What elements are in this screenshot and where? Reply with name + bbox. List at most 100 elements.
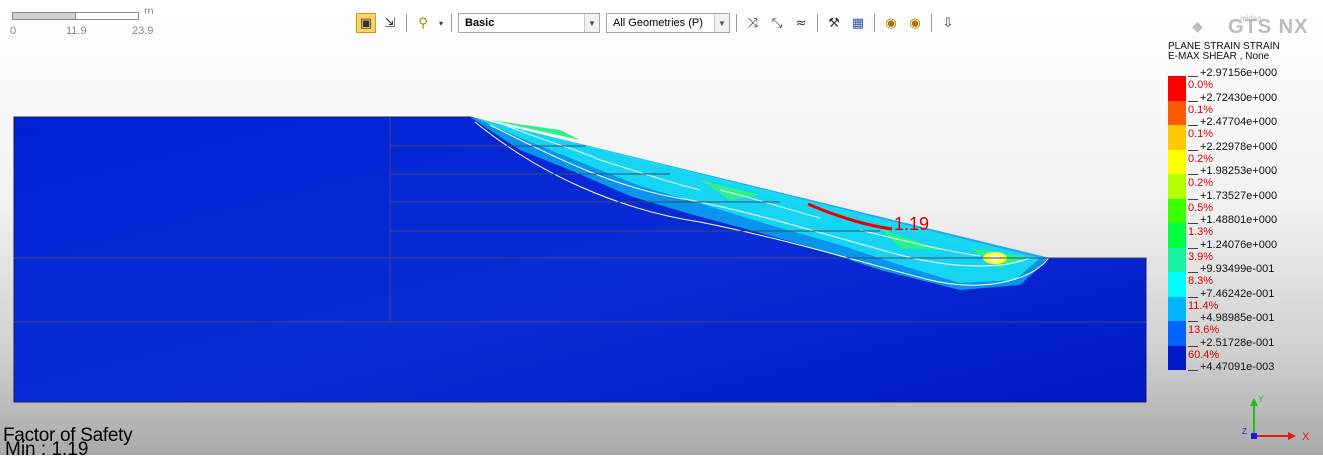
legend-color-bar bbox=[1168, 76, 1186, 370]
zoom-fit-icon[interactable]: ⤡ bbox=[771, 15, 783, 31]
axis-triad: Y X Z bbox=[1242, 394, 1310, 443]
legend-percent: 0.0% bbox=[1188, 79, 1214, 91]
toolbar-separator bbox=[406, 14, 407, 32]
legend-title-line1: PLANE STRAIN STRAIN bbox=[1168, 41, 1280, 52]
style-combo[interactable]: Basic ▼ bbox=[458, 13, 600, 33]
legend-color-swatch bbox=[1168, 223, 1186, 248]
diamond-icon: ◆ bbox=[1192, 18, 1203, 34]
legend-percent: 0.2% bbox=[1188, 152, 1214, 165]
sync-icon[interactable]: ≈ bbox=[795, 15, 807, 31]
logo-midas: midas bbox=[1240, 14, 1262, 23]
axis-y-label: Y bbox=[1258, 394, 1264, 404]
legend-percent: 11.4% bbox=[1188, 299, 1219, 312]
geometry-combo-value: All Geometries (P) bbox=[613, 17, 703, 29]
chevron-down-icon[interactable]: ▼ bbox=[714, 14, 729, 32]
hide-icon[interactable]: ◉ bbox=[885, 15, 897, 31]
style-combo-value: Basic bbox=[465, 17, 495, 29]
legend-title: PLANE STRAIN STRAIN E-MAX SHEAR , None bbox=[1168, 42, 1280, 62]
toolbar-separator bbox=[451, 14, 452, 32]
geometry-display-icon[interactable]: ⚲ bbox=[418, 15, 428, 31]
axis-z-label: Z bbox=[1242, 427, 1247, 436]
layer-lines bbox=[14, 117, 1146, 323]
legend-tick bbox=[1188, 247, 1198, 249]
legend-percent: 8.3% bbox=[1188, 275, 1214, 287]
legend-value: +2.72430e+000 bbox=[1200, 91, 1278, 104]
rotate-view-icon[interactable]: ⤨ bbox=[747, 15, 759, 31]
legend-percent: 0.1% bbox=[1188, 103, 1214, 116]
toolbar-separator bbox=[874, 14, 875, 32]
legend-value: +7.46242e-001 bbox=[1200, 287, 1275, 300]
legend-value: +1.48801e+000 bbox=[1200, 214, 1278, 226]
legend-percent: 0.5% bbox=[1188, 201, 1214, 214]
legend-value: +9.93499e-001 bbox=[1200, 263, 1275, 275]
scale-label-2: 23.9 bbox=[132, 25, 154, 37]
slip-surface-fos-label: 1.19 bbox=[894, 214, 929, 234]
legend-color-swatch bbox=[1168, 125, 1186, 150]
legend-tick bbox=[1188, 125, 1198, 126]
legend-tick bbox=[1188, 100, 1198, 102]
chevron-down-icon[interactable]: ▾ bbox=[438, 18, 443, 28]
view-toolbar: ▣ ⇲ ⚲ ▾ Basic ▼ All Geometries (P) ▼ ⤨ ⤡… bbox=[356, 12, 958, 34]
legend-value: +4.47091e-003 bbox=[1200, 361, 1275, 373]
gts-nx-logo: ◆ midas GTS NX bbox=[1184, 14, 1312, 38]
legend-value: +2.22978e+000 bbox=[1200, 140, 1278, 153]
contour-line bbox=[474, 121, 1049, 286]
legend-tick bbox=[1188, 76, 1198, 77]
contour-line bbox=[489, 124, 1031, 267]
legend-value: +1.24076e+000 bbox=[1200, 238, 1278, 251]
scale-label-0: 0 bbox=[10, 25, 17, 37]
legend-tick bbox=[1188, 272, 1198, 273]
legend-color-swatch bbox=[1168, 296, 1186, 321]
legend-title-line2: E-MAX SHEAR , None bbox=[1168, 51, 1270, 62]
legend-color-swatch bbox=[1168, 76, 1186, 101]
geometry-combo[interactable]: All Geometries (P) ▼ bbox=[606, 13, 730, 33]
legend-percent: 0.1% bbox=[1188, 128, 1214, 140]
fos-label: Factor of Safety bbox=[3, 425, 133, 446]
legend-value: +2.97156e+000 bbox=[1200, 67, 1278, 79]
legend-value: +4.98985e-001 bbox=[1200, 312, 1275, 324]
legend-value: +1.73527e+000 bbox=[1200, 189, 1278, 202]
scale-label-1: 11.9 bbox=[66, 25, 87, 37]
pin-icon[interactable]: ⇩ bbox=[942, 15, 954, 31]
critical-slip-surface bbox=[807, 202, 893, 231]
logo-brand: GTS NX bbox=[1228, 16, 1309, 38]
legend-tick bbox=[1188, 345, 1198, 347]
legend-color-swatch bbox=[1168, 272, 1186, 297]
legend-color-swatch bbox=[1168, 345, 1186, 370]
legend-color-swatch bbox=[1168, 247, 1186, 272]
legend-percent: 13.6% bbox=[1188, 324, 1220, 336]
legend-value: +2.51728e-001 bbox=[1200, 336, 1275, 349]
legend-tick bbox=[1188, 174, 1198, 175]
legend-value: +2.47704e+000 bbox=[1200, 116, 1278, 128]
legend-percent: 0.2% bbox=[1188, 177, 1214, 189]
toolbar-separator bbox=[736, 14, 737, 32]
legend-color-swatch bbox=[1168, 100, 1186, 125]
legend-value: +1.98253e+000 bbox=[1200, 165, 1278, 177]
legend-color-swatch bbox=[1168, 174, 1186, 199]
show-icon[interactable]: ◉ bbox=[909, 15, 921, 31]
scale-bar-segment bbox=[75, 12, 139, 20]
clear-icon[interactable]: ▦ bbox=[851, 15, 865, 31]
legend-tick bbox=[1188, 321, 1198, 322]
toolbar-separator bbox=[931, 14, 932, 32]
legend-color-swatch bbox=[1168, 321, 1186, 346]
legend-percent: 60.4% bbox=[1188, 348, 1220, 361]
contour-line bbox=[499, 122, 981, 257]
legend-tick bbox=[1188, 198, 1198, 200]
legend-percent: 3.9% bbox=[1188, 250, 1214, 263]
legend-color-swatch bbox=[1168, 149, 1186, 174]
axis-x-label: X bbox=[1302, 431, 1310, 443]
chevron-down-icon[interactable]: ▼ bbox=[584, 14, 599, 32]
select-arrow-icon[interactable]: ⇲ bbox=[384, 15, 396, 31]
scale-unit: m bbox=[144, 6, 154, 17]
select-mode-icon[interactable]: ▣ bbox=[356, 13, 376, 33]
legend-tick bbox=[1188, 370, 1198, 371]
toolbar-separator bbox=[817, 14, 818, 32]
legend-percent: 1.3% bbox=[1188, 226, 1214, 238]
legend-tick bbox=[1188, 296, 1198, 298]
legend-color-swatch bbox=[1168, 198, 1186, 223]
legend-tick bbox=[1188, 149, 1198, 151]
scale-bar: m 0 11.9 23.9 bbox=[10, 6, 180, 38]
options-icon[interactable]: ⚒ bbox=[828, 15, 840, 31]
